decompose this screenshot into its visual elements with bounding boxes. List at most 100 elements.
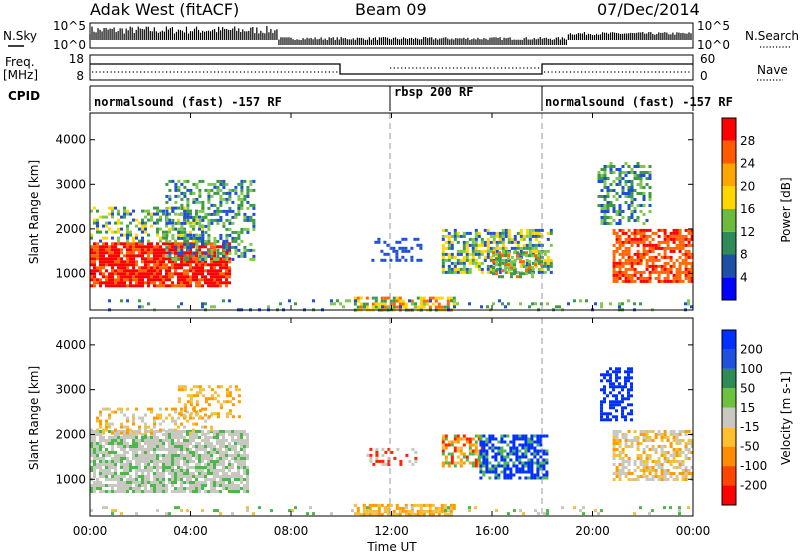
velocity-cell (114, 451, 117, 454)
power-cell (210, 203, 214, 207)
velocity-cell (228, 445, 231, 448)
power-cell (96, 248, 99, 252)
velocity-cell (624, 454, 628, 457)
velocity-cell (651, 509, 654, 513)
velocity-cell (684, 430, 688, 433)
velocity-cell (377, 506, 381, 510)
power-cell (171, 248, 174, 252)
power-cell (213, 281, 216, 285)
power-cell (678, 255, 682, 259)
velocity-cell (633, 460, 637, 463)
velocity-cell (687, 506, 690, 510)
power-cell (207, 236, 211, 240)
velocity-cell (465, 455, 469, 459)
velocity-cell (111, 463, 114, 466)
power-cell (183, 239, 187, 243)
power-cell (359, 296, 363, 300)
velocity-cell (681, 472, 685, 475)
power-cell (243, 194, 247, 198)
power-cell (422, 299, 426, 303)
power-cell (681, 246, 685, 250)
power-cell (102, 266, 105, 270)
power-cell (90, 275, 93, 279)
velocity-cell (485, 467, 489, 471)
power-cell (477, 261, 481, 265)
velocity-cell (612, 445, 616, 448)
power-cell (180, 221, 184, 225)
velocity-cell (111, 448, 114, 451)
velocity-cell (615, 469, 619, 472)
power-cell (252, 212, 256, 216)
power-cell (528, 254, 531, 258)
velocity-cell (419, 503, 423, 507)
power-cell (240, 206, 244, 210)
velocity-cell (447, 506, 450, 510)
velocity-cell (645, 439, 649, 442)
velocity-cell (213, 460, 216, 463)
velocity-cell (515, 452, 519, 456)
power-cell (159, 263, 162, 267)
power-cell (516, 270, 520, 274)
velocity-cell (447, 509, 450, 513)
power-cell (165, 221, 169, 225)
power-cell (630, 186, 634, 189)
velocity-cell (144, 428, 147, 432)
power-cell (213, 218, 217, 222)
power-cell (471, 237, 475, 241)
velocity-cell (168, 451, 171, 454)
power-cell (404, 246, 408, 250)
velocity-cell (648, 472, 652, 475)
velocity-cell (99, 425, 102, 429)
velocity-cell (419, 512, 423, 516)
power-cell (171, 275, 174, 279)
velocity-cell (192, 439, 195, 442)
velocity-cell (120, 472, 123, 475)
power-cell (654, 267, 658, 271)
power-cell (468, 237, 472, 241)
power-cell (111, 242, 114, 246)
velocity-cell (494, 467, 498, 471)
power-cell (111, 263, 114, 267)
power-cell (192, 266, 195, 270)
velocity-cell (533, 446, 537, 450)
velocity-cell (195, 391, 199, 395)
power-cell (177, 245, 180, 249)
velocity-cell (537, 512, 540, 516)
velocity-cell (573, 506, 576, 510)
power-cell (141, 281, 144, 285)
velocity-cell (165, 460, 168, 463)
velocity-cell (243, 490, 246, 493)
velocity-cell (539, 461, 543, 465)
power-cell (648, 174, 652, 177)
power-cell (141, 227, 144, 231)
velocity-cell (539, 455, 543, 459)
velocity-cell (675, 439, 679, 442)
power-cell (213, 236, 217, 240)
velocity-cell (177, 460, 180, 463)
power-cell (690, 243, 694, 247)
velocity-cell (477, 437, 481, 441)
power-cell (395, 240, 399, 244)
velocity-cell (479, 470, 483, 474)
power-cell (419, 296, 423, 300)
power-cell (153, 206, 156, 210)
power-cell (684, 252, 688, 256)
power-cell (404, 302, 408, 306)
power-cell (126, 236, 129, 240)
velocity-cell (681, 451, 685, 454)
velocity-cell (681, 463, 685, 466)
power-cell (450, 270, 454, 274)
power-cell (612, 249, 616, 253)
power-cell (234, 251, 238, 255)
x-tick-label-6: 00:00 (676, 524, 711, 538)
power-cell (612, 279, 616, 283)
power-cell (431, 296, 435, 300)
velocity-cell (138, 457, 141, 460)
velocity-cell (612, 478, 616, 481)
velocity-cell (494, 437, 498, 441)
velocity-cell (96, 442, 99, 445)
velocity-cell (491, 446, 495, 450)
power-cell (507, 266, 510, 270)
power-cell (198, 218, 202, 222)
power-cell (222, 209, 226, 213)
